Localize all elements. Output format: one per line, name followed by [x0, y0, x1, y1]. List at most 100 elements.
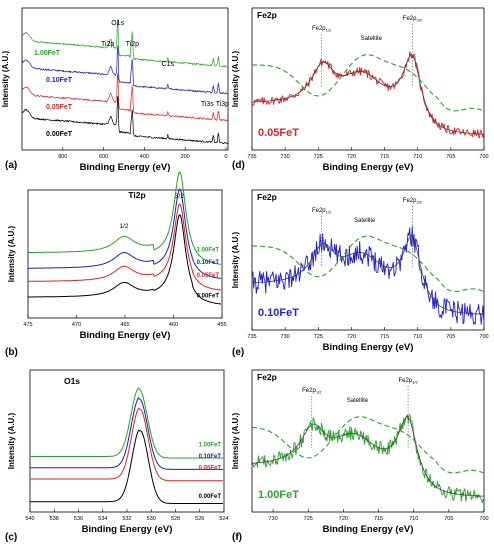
x-tick-label: 715 [374, 516, 383, 522]
peak-label: O1s [111, 20, 124, 27]
panel-a: 800 600 400 200 0 Binding Energy (eV) Intensit… [1, 7, 229, 173]
peak-label-subscript: 3/2 [416, 200, 422, 205]
series-label: 1.00FeT [199, 443, 222, 449]
plot-frame [251, 189, 485, 331]
panel-letter: (d) [232, 160, 245, 171]
x-tick-label: 730 [281, 154, 290, 160]
x-tick-label: 470 [72, 322, 81, 328]
panel-letter: (a) [5, 160, 17, 171]
x-tick-label: 705 [446, 154, 455, 160]
panel-e: 735 730 725 720 715 710 705 700 Binding Energy (… [231, 189, 489, 358]
x-tick-label: 475 [23, 322, 32, 328]
satellite-label: Satellite [347, 398, 369, 404]
x-tick-label: 705 [444, 516, 453, 522]
survey-line [21, 95, 229, 145]
panel-title: Fe2p [257, 372, 277, 382]
peak-label-subscript: 3/2 [412, 380, 418, 385]
plot-frame [251, 369, 485, 513]
panel-c: 540 538 536 534 532 530 528 526 524 Binding Energ… [5, 369, 229, 543]
peak-label: Ti3s [201, 101, 214, 108]
ti2p-line [28, 203, 222, 291]
y-axis-label: Intensity (A.U.) [7, 412, 16, 469]
x-tick-label: 400 [140, 154, 149, 160]
x-axis-label: Binding Energy (eV) [323, 524, 414, 535]
series-label: 0.10FeT [197, 260, 220, 266]
x-axis-label: Binding Energy (eV) [323, 162, 414, 173]
x-tick-label: 730 [268, 516, 277, 522]
panel-f: 730 725 720 715 710 705 700 Binding Energy (eV)… [231, 369, 489, 543]
x-tick-label: 700 [479, 154, 488, 160]
x-tick-label: 538 [50, 516, 59, 522]
peak-label: Fe2p3/2 [403, 198, 423, 205]
y-axis-label: Intensity (A.U.) [231, 412, 240, 469]
fe2p-data-line [251, 414, 484, 504]
peak-label: Ti2p [126, 41, 139, 48]
x-tick-label: 735 [247, 154, 256, 160]
x-tick-label: 720 [347, 154, 356, 160]
x-tick-label: 528 [171, 516, 180, 522]
series-label: 0.05FeT [199, 465, 222, 471]
peak-label: Ti2p [101, 41, 114, 48]
o1s-line [30, 407, 223, 482]
x-tick-label: 540 [25, 516, 34, 522]
x-tick-label: 534 [98, 516, 107, 522]
panel-letter: (c) [5, 532, 17, 543]
x-tick-label: 600 [99, 154, 108, 160]
background-line [252, 235, 485, 293]
x-tick-label: 725 [314, 154, 323, 160]
ti2p-line [28, 214, 222, 305]
x-tick-label: 710 [413, 154, 422, 160]
o1s-line [30, 429, 223, 504]
x-tick-label: 715 [380, 154, 389, 160]
x-tick-label: 735 [247, 334, 256, 340]
peak-label-subscript: 1/2 [326, 28, 332, 33]
series-label: 0.10FeT [46, 77, 73, 84]
x-tick-label: 725 [314, 334, 323, 340]
peak-label: Fe2p3/2 [403, 16, 423, 23]
x-tick-label: 725 [304, 516, 313, 522]
o1s-line [30, 397, 223, 470]
x-tick-label: 524 [219, 516, 228, 522]
peak-label: Ti3p [216, 101, 229, 108]
panel-letter: (f) [232, 532, 242, 543]
peak-label-subscript: 1/2 [316, 390, 322, 395]
series-label: 1.00FeT [197, 247, 220, 253]
series-label: 0.05FeT [197, 273, 220, 279]
x-tick-label: 465 [120, 322, 129, 328]
fe2p-fit-line [251, 234, 485, 315]
x-tick-label: 720 [339, 516, 348, 522]
series-label: 1.00FeT [34, 50, 61, 57]
x-tick-label: 532 [122, 516, 131, 522]
ti2p-line [28, 188, 222, 279]
fe2p-fit-line [251, 415, 485, 497]
panel-title: Ti2p [128, 190, 145, 200]
plot-frame [27, 189, 223, 319]
peak-label-subscript: 3/2 [416, 18, 422, 23]
plot-frame [21, 7, 229, 151]
x-tick-label: 455 [217, 322, 226, 328]
background-line [252, 54, 485, 112]
satellite-label: Satellite [354, 218, 376, 224]
peak-label: Fe2p1/2 [302, 388, 322, 395]
panel-d: 735 730 725 720 715 710 705 700 Binding Energy (… [231, 7, 489, 173]
series-label: 0.00FeT [46, 131, 73, 138]
x-axis-label: Binding Energy (eV) [80, 162, 171, 173]
y-axis-label: Intensity (A.U.) [7, 225, 16, 282]
x-tick-label: 800 [58, 154, 67, 160]
o1s-line [30, 387, 223, 459]
peak-label: C1s [162, 61, 175, 68]
x-axis-label: Binding Energy (eV) [323, 342, 414, 353]
ti2p-line [28, 171, 222, 265]
x-tick-label: 526 [195, 516, 204, 522]
panel-letter: (b) [5, 347, 18, 358]
peak-label: Fe2p1/2 [312, 208, 332, 215]
x-tick-label: 730 [281, 334, 290, 340]
panel-title: Fe2p [257, 192, 277, 202]
fe2p-data-line [251, 51, 485, 139]
series-label: 0.00FeT [197, 294, 220, 300]
x-tick-label: 715 [380, 334, 389, 340]
x-tick-label: 700 [479, 516, 488, 522]
satellite-label: Satellite [361, 36, 383, 42]
